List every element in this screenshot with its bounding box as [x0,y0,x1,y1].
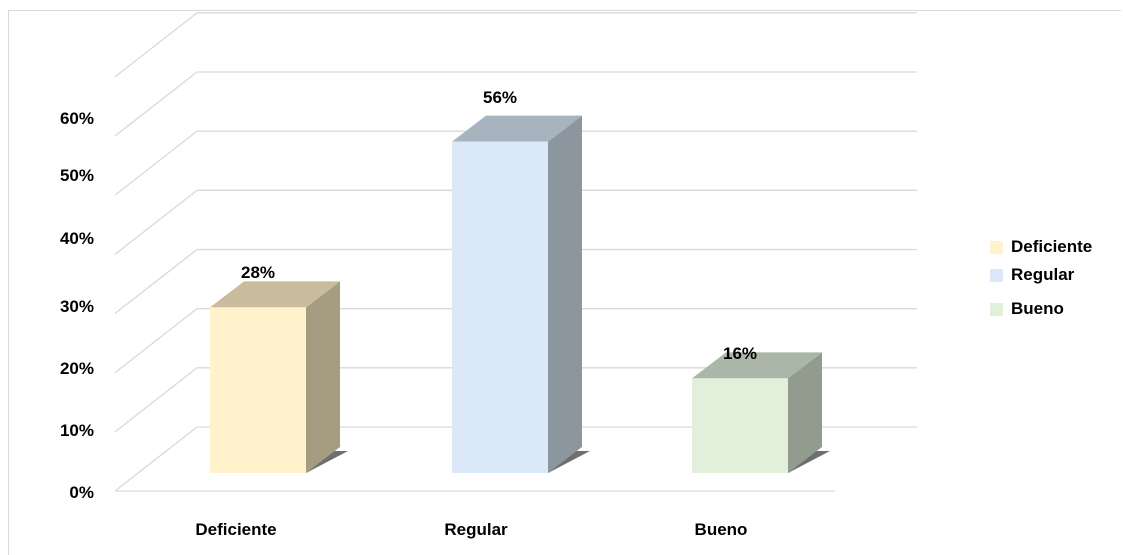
x-category-label: Deficiente [195,520,276,539]
y-tick-label: 0% [69,483,94,502]
data-label-regular: 56% [483,88,517,107]
y-tick-label: 30% [60,297,94,316]
x-axis-categories: Deficiente Regular Bueno [195,520,747,539]
y-tick-label: 10% [60,421,94,440]
legend-swatch-regular [990,268,1003,282]
legend-item-deficiente: Deficiente [990,236,1120,258]
legend-item-bueno: Bueno [990,298,1120,320]
y-axis-ticks: 0% 10% 20% 30% 40% 50% 60% [60,109,94,502]
y-tick-label: 40% [60,229,94,248]
data-label-deficiente: 28% [241,263,275,282]
legend-label: Deficiente [1011,237,1093,256]
legend-label: Bueno [1011,299,1064,318]
legend-swatch-bueno [990,302,1003,316]
gridline [114,12,917,78]
y-tick-label: 20% [60,359,94,378]
bar-regular [452,115,590,474]
x-category-label: Regular [444,520,508,539]
legend: Deficiente Regular Bueno [990,236,1120,326]
bar-bueno [692,352,830,473]
legend-label: Regular [1011,265,1075,284]
bars [210,115,830,474]
gridline [114,71,917,137]
data-labels: 28% 56% 16% [241,88,757,363]
y-tick-label: 50% [60,166,94,185]
legend-swatch-deficiente [990,240,1003,254]
data-label-bueno: 16% [723,344,757,363]
chart-frame [8,10,1121,555]
x-category-label: Bueno [695,520,748,539]
bar-deficiente [210,281,348,473]
legend-item-regular: Regular [990,264,1120,286]
y-tick-label: 60% [60,109,94,128]
